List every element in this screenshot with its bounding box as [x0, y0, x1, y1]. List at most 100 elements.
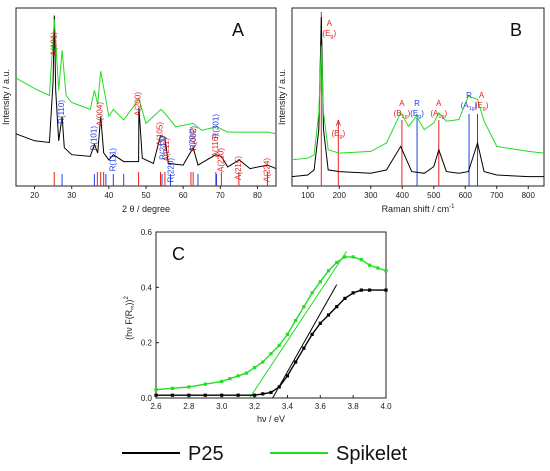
c-point-spikelet-18 [335, 260, 339, 265]
legend: P25 Spikelet [122, 443, 408, 465]
c-point-p25-8 [269, 390, 273, 395]
panel-c-ylabel-sup: 2 [124, 296, 130, 300]
c-xtick-label-0: 2.6 [150, 402, 162, 411]
panel-b-letter: B [510, 20, 522, 40]
c-ytick-label-1: 0.2 [141, 339, 153, 348]
c-point-spikelet-23 [376, 266, 380, 270]
a-peak-label-5: A(200) [134, 92, 143, 116]
c-point-spikelet-2 [187, 385, 191, 389]
c-point-p25-3 [203, 393, 207, 397]
c-ytick-label-2: 0.4 [141, 283, 153, 292]
a-peak-label-2: R(101) [89, 126, 98, 151]
a-xtick-label-3: 50 [142, 191, 151, 200]
c-point-spikelet-10 [269, 352, 273, 356]
a-peak-label-4: R(111) [108, 148, 117, 172]
c-point-p25-1 [170, 393, 175, 397]
panel-a: A A(101) R(110) R(101)A(004) R(111) A(200) A(… [1, 7, 277, 214]
c-point-p25-13 [310, 332, 314, 336]
panel-c-xlabel: hν / eV [257, 414, 285, 424]
c-point-spikelet-11 [277, 343, 281, 348]
b-peak-label-1: A [336, 119, 342, 128]
b-xtick-label-6: 700 [490, 191, 504, 200]
c-point-spikelet-16 [318, 280, 322, 284]
a-series-spikelet [15, 18, 277, 135]
b-peak-label-3: R [414, 99, 420, 108]
c-xtick-label-7: 4.0 [380, 402, 392, 411]
b-peak-label-5: R [466, 91, 472, 100]
c-point-p25-18 [351, 291, 355, 295]
b-peak-sym-5: (A1g) [461, 101, 478, 112]
c-series-p25 [156, 289, 386, 396]
panel-b-frame [291, 7, 545, 187]
c-xtick-label-4: 3.4 [282, 402, 294, 411]
c-point-p25-10 [285, 374, 290, 378]
panel-b: B A(Eg)A(Eg)A(B1g)R(Eg)A(A1g)R(A1g)A(Eg)… [277, 7, 545, 214]
c-point-spikelet-5 [228, 377, 232, 381]
a-peak-label-9: R(220) [166, 158, 175, 183]
c-point-p25-12 [302, 346, 306, 350]
c-xtick-label-1: 2.8 [183, 402, 195, 411]
c-point-spikelet-1 [170, 386, 175, 390]
c-point-spikelet-6 [236, 374, 240, 378]
b-peak-sym-0: (Eg) [322, 29, 336, 40]
b-xtick-label-2: 300 [364, 191, 378, 200]
panel-c-frame [155, 231, 387, 399]
c-xtick-label-5: 3.6 [315, 402, 327, 411]
c-point-p25-19 [359, 288, 363, 292]
b-xtick-label-3: 400 [396, 191, 410, 200]
panel-c-ylabel-end: )) [124, 300, 134, 306]
b-peak-label-6: A [479, 91, 485, 100]
c-series-spikelet [155, 256, 387, 391]
c-point-spikelet-14 [302, 305, 306, 309]
a-peak-label-11: R(002) [189, 126, 198, 151]
panel-c-ylabel-inf: ∞ [130, 306, 136, 310]
a-peak-label-6: A(105) [155, 122, 164, 146]
panel-b-xlabel-main: Raman shift / cm [382, 204, 450, 214]
b-xtick-label-4: 500 [427, 191, 441, 200]
panel-a-xlabel: 2 θ / degree [122, 204, 170, 214]
a-peak-label-10: A(204) [188, 128, 197, 152]
a-peak-label-13: A(116) [211, 134, 220, 158]
legend-label-p25: P25 [188, 443, 224, 465]
b-peak-sym-4: (A1g) [430, 109, 447, 120]
a-peak-label-12: R(301) [212, 114, 221, 139]
c-point-spikelet-24 [384, 269, 388, 273]
c-xtick-label-3: 3.2 [249, 402, 261, 411]
c-point-spikelet-20 [351, 255, 355, 259]
b-peak-sym-1: (Eg) [331, 129, 345, 140]
a-xtick-label-6: 80 [253, 191, 262, 200]
c-point-p25-7 [261, 392, 265, 396]
panel-b-ylabel: Intensity / a.u. [277, 69, 287, 125]
c-point-spikelet-0 [154, 388, 158, 392]
b-peak-sym-2: (B1g) [394, 109, 411, 120]
a-peak-label-14: A(220) [216, 148, 225, 172]
a-peak-label-0: A(101) [49, 32, 58, 56]
a-xtick-label-5: 70 [216, 191, 225, 200]
panel-a-letter: A [232, 20, 244, 40]
panel-c-ylabel-main: (hν F(R [124, 309, 134, 339]
c-point-spikelet-15 [310, 291, 314, 295]
c-point-spikelet-22 [367, 263, 372, 267]
c-point-p25-11 [294, 360, 298, 364]
a-xtick-label-2: 40 [104, 191, 113, 200]
panel-c-letter: C [172, 244, 185, 264]
a-peak-label-7: R(211) [158, 136, 167, 160]
c-point-spikelet-9 [261, 360, 265, 364]
c-point-p25-15 [326, 313, 331, 317]
c-point-spikelet-19 [343, 255, 347, 259]
a-xtick-label-0: 20 [30, 191, 39, 200]
c-tangent-p25 [272, 284, 338, 399]
c-point-spikelet-4 [220, 379, 224, 383]
panel-b-xlabel-sup: -1 [449, 204, 455, 210]
a-xtick-label-1: 30 [67, 191, 76, 200]
c-point-p25-21 [384, 288, 388, 292]
c-point-spikelet-7 [244, 371, 248, 375]
c-point-spikelet-13 [294, 318, 298, 323]
c-ytick-label-0: 0.0 [141, 394, 153, 403]
c-xtick-label-2: 3.0 [216, 402, 228, 411]
panel-b-xlabel: Raman shift / cm-1 [382, 204, 456, 214]
c-point-p25-14 [318, 321, 322, 325]
panel-a-ylabel: Intensity / a.u. [1, 69, 11, 125]
c-point-p25-20 [367, 288, 372, 292]
